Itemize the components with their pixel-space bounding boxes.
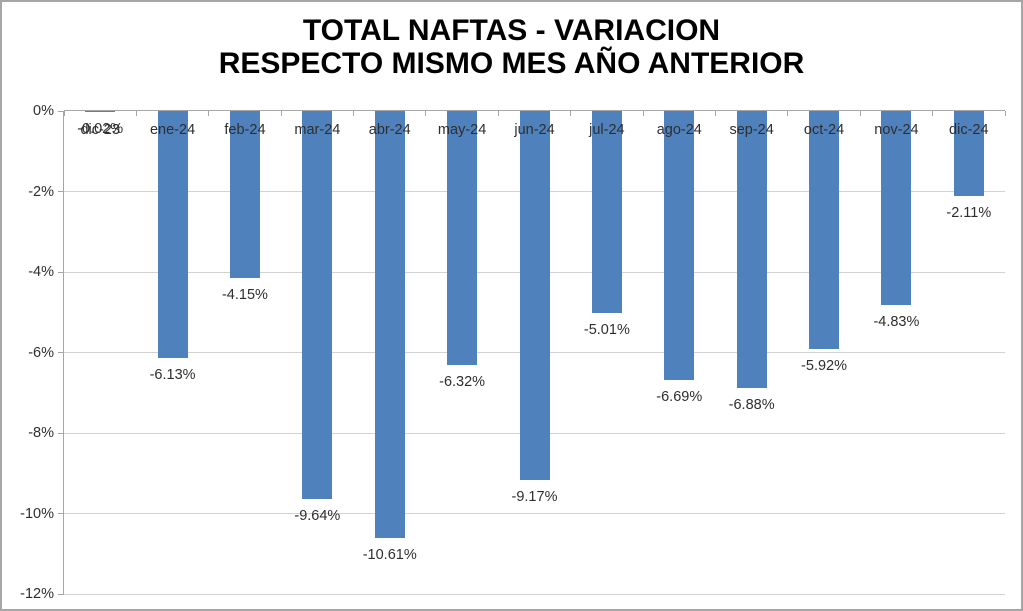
bar-ene-24 <box>157 111 188 358</box>
x-axis-tick <box>135 111 137 116</box>
y-axis-tick-label: -12% <box>20 586 54 602</box>
bar-value-label: -6.88% <box>728 396 775 413</box>
y-axis-tick <box>58 513 64 514</box>
bar-mar-24 <box>302 111 333 499</box>
bar-value-label: -5.01% <box>583 321 630 338</box>
y-axis-tick <box>58 593 64 595</box>
bar-dic-24 <box>953 111 984 196</box>
bar-oct-24 <box>809 111 840 350</box>
bar-value-label: -4.15% <box>221 287 268 304</box>
bar-value-label: -10.61% <box>362 547 417 564</box>
gridline <box>64 513 1005 514</box>
y-axis-tick-label: -10% <box>20 505 54 522</box>
x-axis-category-label: feb-24 <box>224 122 266 138</box>
x-axis-category-label: dic-23 <box>80 122 120 138</box>
bar-dic-23 <box>85 111 116 112</box>
y-axis-tick-label: -4% <box>28 264 54 280</box>
x-axis-category-label: may-24 <box>437 122 487 138</box>
bar-value-label: -0.02% <box>77 120 124 137</box>
bar-value-label: -2.11% <box>946 204 992 221</box>
x-axis-category-label: dic-24 <box>949 122 989 138</box>
x-axis-tick <box>425 111 427 116</box>
x-axis-category-label: jul-24 <box>589 122 625 138</box>
x-axis-category-label: abr-24 <box>368 122 411 138</box>
y-axis-tick-label: -2% <box>28 183 54 200</box>
x-axis-tick <box>280 111 282 116</box>
x-axis-tick <box>642 111 644 116</box>
chart-title-line-2: RESPECTO MISMO MES AÑO ANTERIOR <box>218 47 805 80</box>
x-axis-tick <box>63 111 65 116</box>
y-axis-line <box>63 111 64 594</box>
x-axis-category-label: ago-24 <box>656 122 702 138</box>
bar-abr-24 <box>374 111 405 539</box>
y-axis-tick <box>58 271 64 273</box>
x-axis-zero-line <box>64 110 1005 111</box>
bar-value-label: -9.17% <box>511 489 558 506</box>
bar-sep-24 <box>736 111 767 388</box>
x-axis-tick <box>787 111 789 116</box>
bar-jun-24 <box>519 111 550 481</box>
bar-value-label: -5.92% <box>801 358 847 375</box>
bar-value-label: -9.64% <box>294 508 341 524</box>
bar-nov-24 <box>881 111 912 306</box>
x-axis-category-label: oct-24 <box>803 122 845 138</box>
bar-value-label: -4.83% <box>873 314 920 331</box>
x-axis-tick <box>932 111 934 116</box>
y-axis-tick-label: 0% <box>33 103 54 119</box>
x-axis-tick <box>353 111 355 116</box>
bar-value-label: -6.13% <box>149 366 196 383</box>
x-axis-tick <box>208 111 210 116</box>
y-axis-tick <box>58 191 64 192</box>
x-axis-category-label: ene-24 <box>149 122 196 138</box>
y-axis-tick-label: -6% <box>28 344 54 361</box>
bar-may-24 <box>447 111 478 366</box>
y-axis-tick-label: -8% <box>28 425 54 441</box>
y-axis-tick <box>58 110 64 112</box>
x-axis-category-label: mar-24 <box>294 122 341 138</box>
x-axis-category-label: jun-24 <box>514 122 555 138</box>
chart-title-line-1: TOTAL NAFTAS - VARIACION <box>302 14 721 47</box>
x-axis-tick <box>570 111 572 116</box>
gridline <box>64 593 1005 595</box>
bar-value-label: -6.32% <box>439 374 486 391</box>
x-axis-tick <box>1004 111 1006 116</box>
bar-value-label: -6.69% <box>656 389 703 406</box>
x-axis-category-label: nov-24 <box>874 122 919 138</box>
x-axis-tick <box>714 111 716 116</box>
x-axis-tick <box>859 111 861 116</box>
y-axis-tick <box>58 432 64 434</box>
x-axis-tick <box>497 111 499 116</box>
bar-jul-24 <box>591 111 622 313</box>
x-axis-category-label: sep-24 <box>729 122 774 138</box>
bar-ago-24 <box>664 111 695 381</box>
chart-title: TOTAL NAFTAS - VARIACION RESPECTO MISMO … <box>2 14 1021 80</box>
y-axis-tick <box>58 352 64 353</box>
bar-feb-24 <box>229 111 260 279</box>
